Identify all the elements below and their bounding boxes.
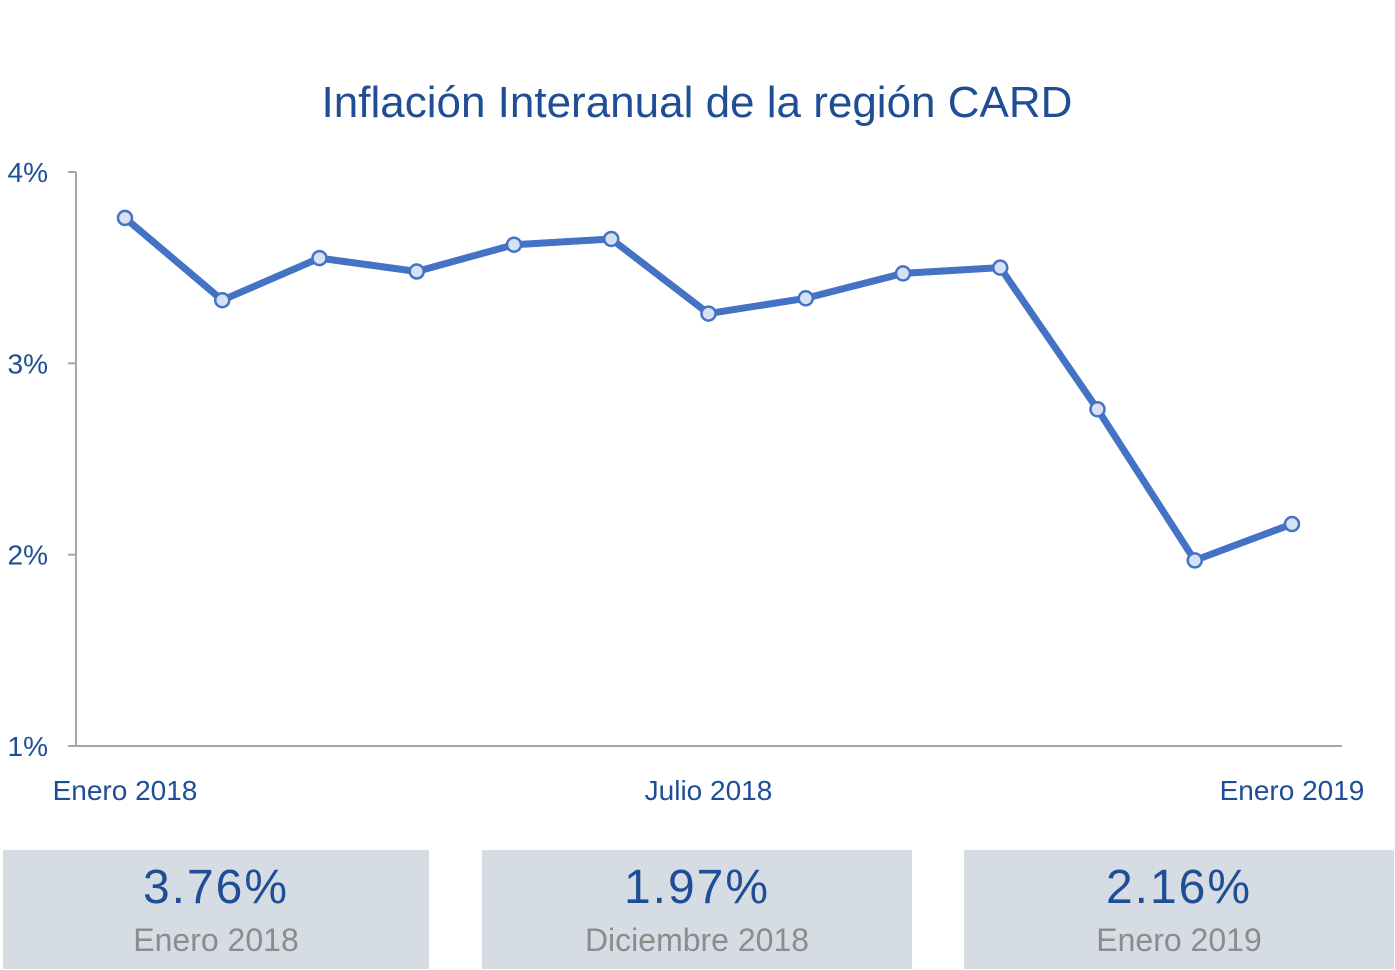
data-point [992, 259, 1009, 276]
x-tick-label: Enero 2018 [53, 775, 198, 806]
data-point [408, 263, 425, 280]
series-line [121, 214, 1296, 564]
x-tick-label: Enero 2019 [1220, 775, 1365, 806]
y-tick-label: 4% [8, 157, 48, 188]
y-tick-label: 3% [8, 348, 48, 379]
series-group [116, 209, 1301, 569]
stat-card-last: 2.16% Enero 2019 [964, 850, 1394, 969]
stat-card-first: 3.76% Enero 2018 [3, 850, 429, 969]
data-point [700, 305, 717, 322]
stat-value: 3.76% [142, 861, 290, 914]
data-point [214, 291, 231, 309]
stat-value: 2.16% [1105, 861, 1253, 914]
stat-label: Enero 2019 [1096, 922, 1262, 958]
data-point [1186, 552, 1203, 569]
y-tick-label: 2% [8, 540, 48, 571]
data-point [505, 236, 523, 253]
data-point [797, 290, 814, 307]
stat-value: 1.97% [623, 861, 771, 914]
y-tick-label: 1% [8, 731, 48, 762]
x-axis-ticks: Enero 2018 Julio 2018 Enero 2019 [53, 775, 1365, 806]
data-point [116, 209, 134, 227]
stat-label: Diciembre 2018 [584, 922, 810, 958]
line-chart: Inflación Interanual de la región CARD 1… [8, 78, 1365, 806]
x-tick-label: Julio 2018 [645, 775, 773, 806]
data-point [311, 249, 328, 267]
data-point [894, 265, 912, 282]
y-axis-ticks: 1% 2% 3% 4% [8, 157, 76, 762]
stat-card-min: 1.97% Diciembre 2018 [482, 850, 912, 969]
data-point [1089, 401, 1106, 418]
stat-label: Enero 2018 [133, 922, 299, 958]
chart-title: Inflación Interanual de la región CARD [322, 78, 1073, 127]
data-point [603, 230, 620, 248]
data-point [1283, 515, 1301, 533]
